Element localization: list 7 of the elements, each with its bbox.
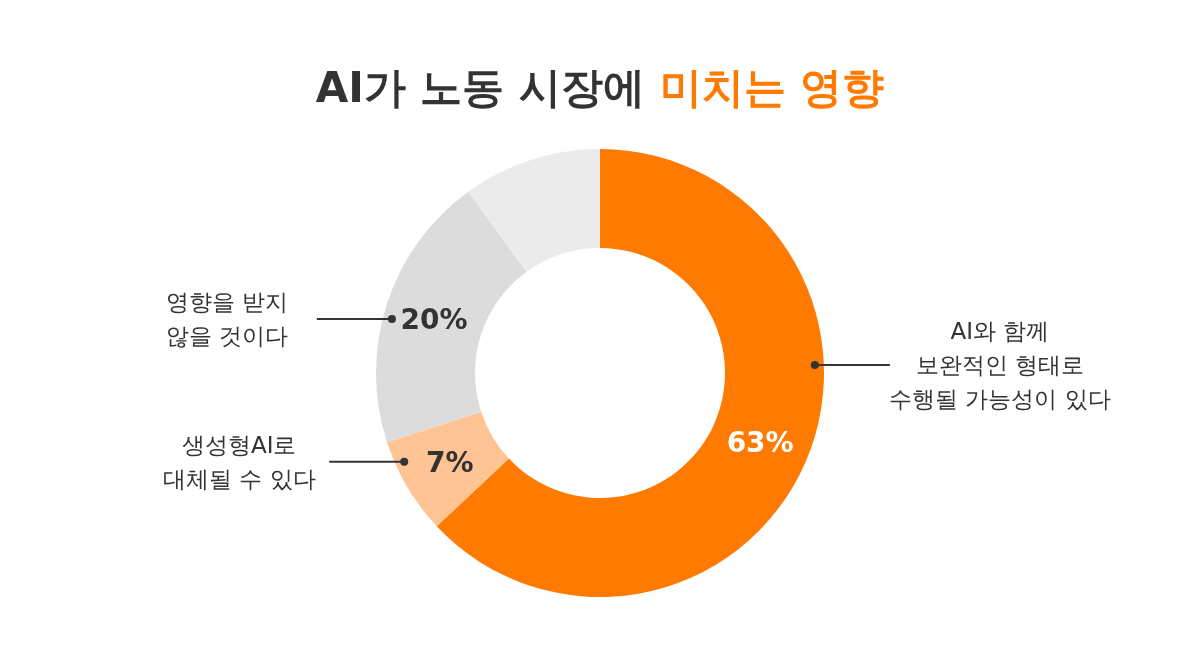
slice-label: 생성형AI로 대체될 수 있다 <box>162 431 316 492</box>
slice-label: AI와 함께 보완적인 형태로 수행될 가능성이 있다 <box>889 318 1111 412</box>
slice-label: 영향을 받지 않을 것이다 <box>165 289 289 350</box>
data-label: 63% <box>726 426 794 460</box>
data-label: 7% <box>426 445 474 479</box>
chart-title: AI가 노동 시장에 미치는 영향 <box>315 63 885 112</box>
data-label: 20% <box>400 303 468 337</box>
